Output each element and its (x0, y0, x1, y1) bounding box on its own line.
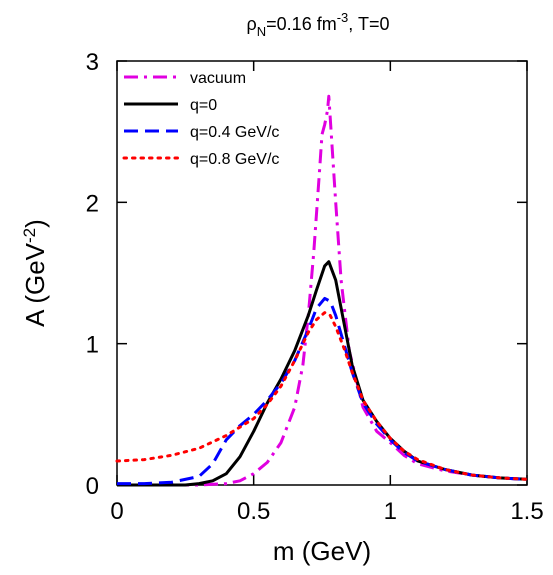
y-tick-label: 0 (86, 473, 99, 500)
title-subscript: N (257, 24, 266, 39)
x-tick-label: 1 (384, 498, 397, 525)
y-axis-label: A (GeV-2) (20, 219, 50, 327)
x-tick-label: 1.5 (510, 498, 543, 525)
title-superscript: -3 (337, 10, 349, 25)
legend-label: q=0.8 GeV/c (190, 151, 279, 168)
series-line-3 (115, 311, 529, 481)
series-lines (115, 94, 529, 487)
plot-frame (116, 60, 528, 486)
legend-label: q=0 (190, 97, 217, 114)
legend-label: q=0.4 GeV/c (190, 124, 279, 141)
y-tick-label: 3 (86, 49, 99, 76)
legend: vacuum q=0 q=0.4 GeV/c q=0.8 GeV/c (122, 70, 279, 168)
series-line-1 (117, 260, 528, 487)
x-axis-label: m (GeV) (273, 536, 371, 566)
y-axis-label-tail: ) (20, 219, 50, 228)
series-line-2 (117, 296, 528, 486)
series-line-0 (117, 94, 528, 487)
chart-title: ρN=0.16 fm-3, T=0 (247, 10, 390, 39)
x-tick-label: 0 (110, 498, 123, 525)
y-axis-label-superscript: -2 (20, 228, 39, 243)
y-tick-label: 2 (86, 190, 99, 217)
y-axis-label-base: A (GeV (20, 242, 50, 326)
y-tick-label: 1 (86, 332, 99, 359)
title-middle: =0.16 fm (266, 14, 337, 34)
x-tick-label: 0.5 (237, 498, 270, 525)
title-tail: , T=0 (348, 14, 389, 34)
tick-labels: 0 0.5 1 1.5 0 1 2 3 (86, 49, 544, 525)
legend-label: vacuum (190, 70, 246, 87)
title-rho: ρ (247, 14, 257, 34)
